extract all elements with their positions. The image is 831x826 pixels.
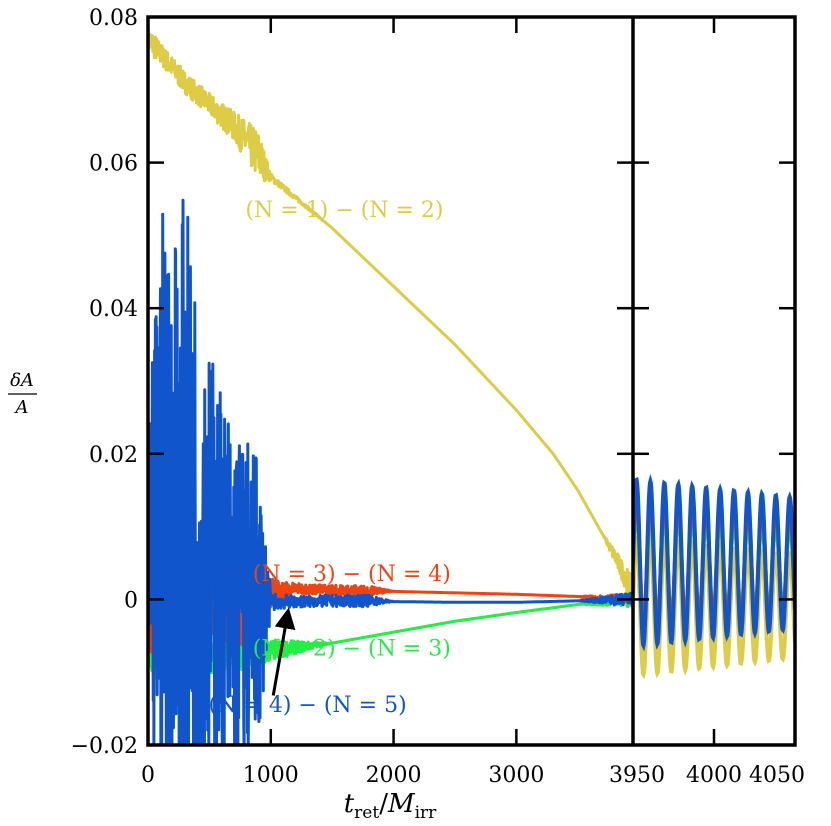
- x-tick-label: 4050: [749, 763, 805, 788]
- series-annotation: (N = 4) − (N = 5): [209, 693, 407, 718]
- y-axis-label: δA A: [8, 370, 37, 418]
- x-tick-label: 4000: [686, 763, 742, 788]
- x-tick-label: 0: [141, 763, 155, 788]
- x-tick-label: 3950: [609, 763, 665, 788]
- plot-border: [146, 15, 797, 747]
- x-tick-label: 3000: [488, 763, 544, 788]
- y-tick-label: −0.02: [71, 734, 138, 759]
- plot-frame: [146, 15, 797, 747]
- x-tick-label: 1000: [243, 763, 299, 788]
- y-tick-label: 0: [124, 588, 138, 613]
- series-line-right-4-5: [633, 473, 795, 652]
- series-annotation: (N = 3) − (N = 4): [253, 562, 451, 587]
- y-axis-label-denominator: A: [14, 397, 29, 418]
- series-annotation: (N = 2) − (N = 3): [253, 636, 451, 661]
- y-axis-label-numerator: δA: [10, 370, 34, 391]
- x-axis-label: tret/Mirr: [344, 789, 437, 823]
- axis-ticks: [146, 15, 797, 747]
- right-panel-series: [633, 473, 795, 680]
- y-tick-label: 0.06: [89, 152, 138, 177]
- left-panel-series: [148, 25, 633, 745]
- series-line-left-1-2: [148, 25, 633, 601]
- series-annotations: (N = 1) − (N = 2) (N = 3) − (N = 4) (N = 2…: [209, 198, 451, 718]
- series-annotation: (N = 1) − (N = 2): [245, 198, 443, 223]
- annotation-arrow: [271, 607, 296, 696]
- series-line-left-4-5: [148, 198, 633, 745]
- y-tick-label: 0.08: [89, 6, 138, 31]
- y-tick-label: 0.02: [89, 443, 138, 468]
- x-tick-label: 2000: [366, 763, 422, 788]
- y-tick-label: 0.04: [89, 297, 138, 322]
